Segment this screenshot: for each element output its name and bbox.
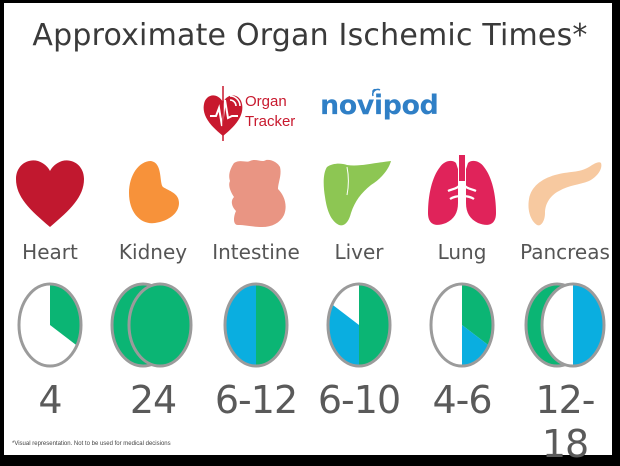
hours-heart: 4 [38,378,62,422]
wifi-signal-icon [372,88,381,97]
novipod-logo: novipod [320,90,439,121]
pie-intestine [223,282,289,368]
novipod-text: novipod [320,90,439,121]
pie-heart [17,282,83,368]
pie-pancreas [524,282,606,368]
heart-icon [16,160,84,227]
organ-label-pancreas: Pancreas [520,240,610,264]
footnote: *Visual representation. Not to be used f… [12,441,171,447]
lung-icon [428,155,496,225]
organ-tracker-line2: Tracker [245,113,296,130]
organ-tracker-logo: Organ Tracker [200,86,295,141]
hours-intestine: 6-12 [214,378,298,422]
organ-label-heart: Heart [22,240,78,264]
organ-tracker-line1: Organ [245,93,287,110]
intestine-icon [229,159,286,227]
hours-liver: 6-10 [317,378,401,422]
organ-label-intestine: Intestine [212,240,300,264]
chart-title: Approximate Organ Ischemic Times* [32,18,588,53]
hours-pancreas: 12-18 [535,378,595,466]
heart-pulse-icon [203,86,243,141]
liver-icon [323,161,391,226]
organ-label-liver: Liver [334,240,384,264]
kidney-icon [129,161,179,224]
organ-label-lung: Lung [437,240,487,264]
pancreas-icon [528,162,602,226]
pie-kidney [110,282,193,368]
hours-lung: 4-6 [432,378,492,422]
pie-lung [429,282,495,368]
pie-liver [326,282,392,368]
organ-label-kidney: Kidney [118,240,188,264]
infographic-panel [4,3,612,455]
hours-kidney: 24 [129,378,177,422]
